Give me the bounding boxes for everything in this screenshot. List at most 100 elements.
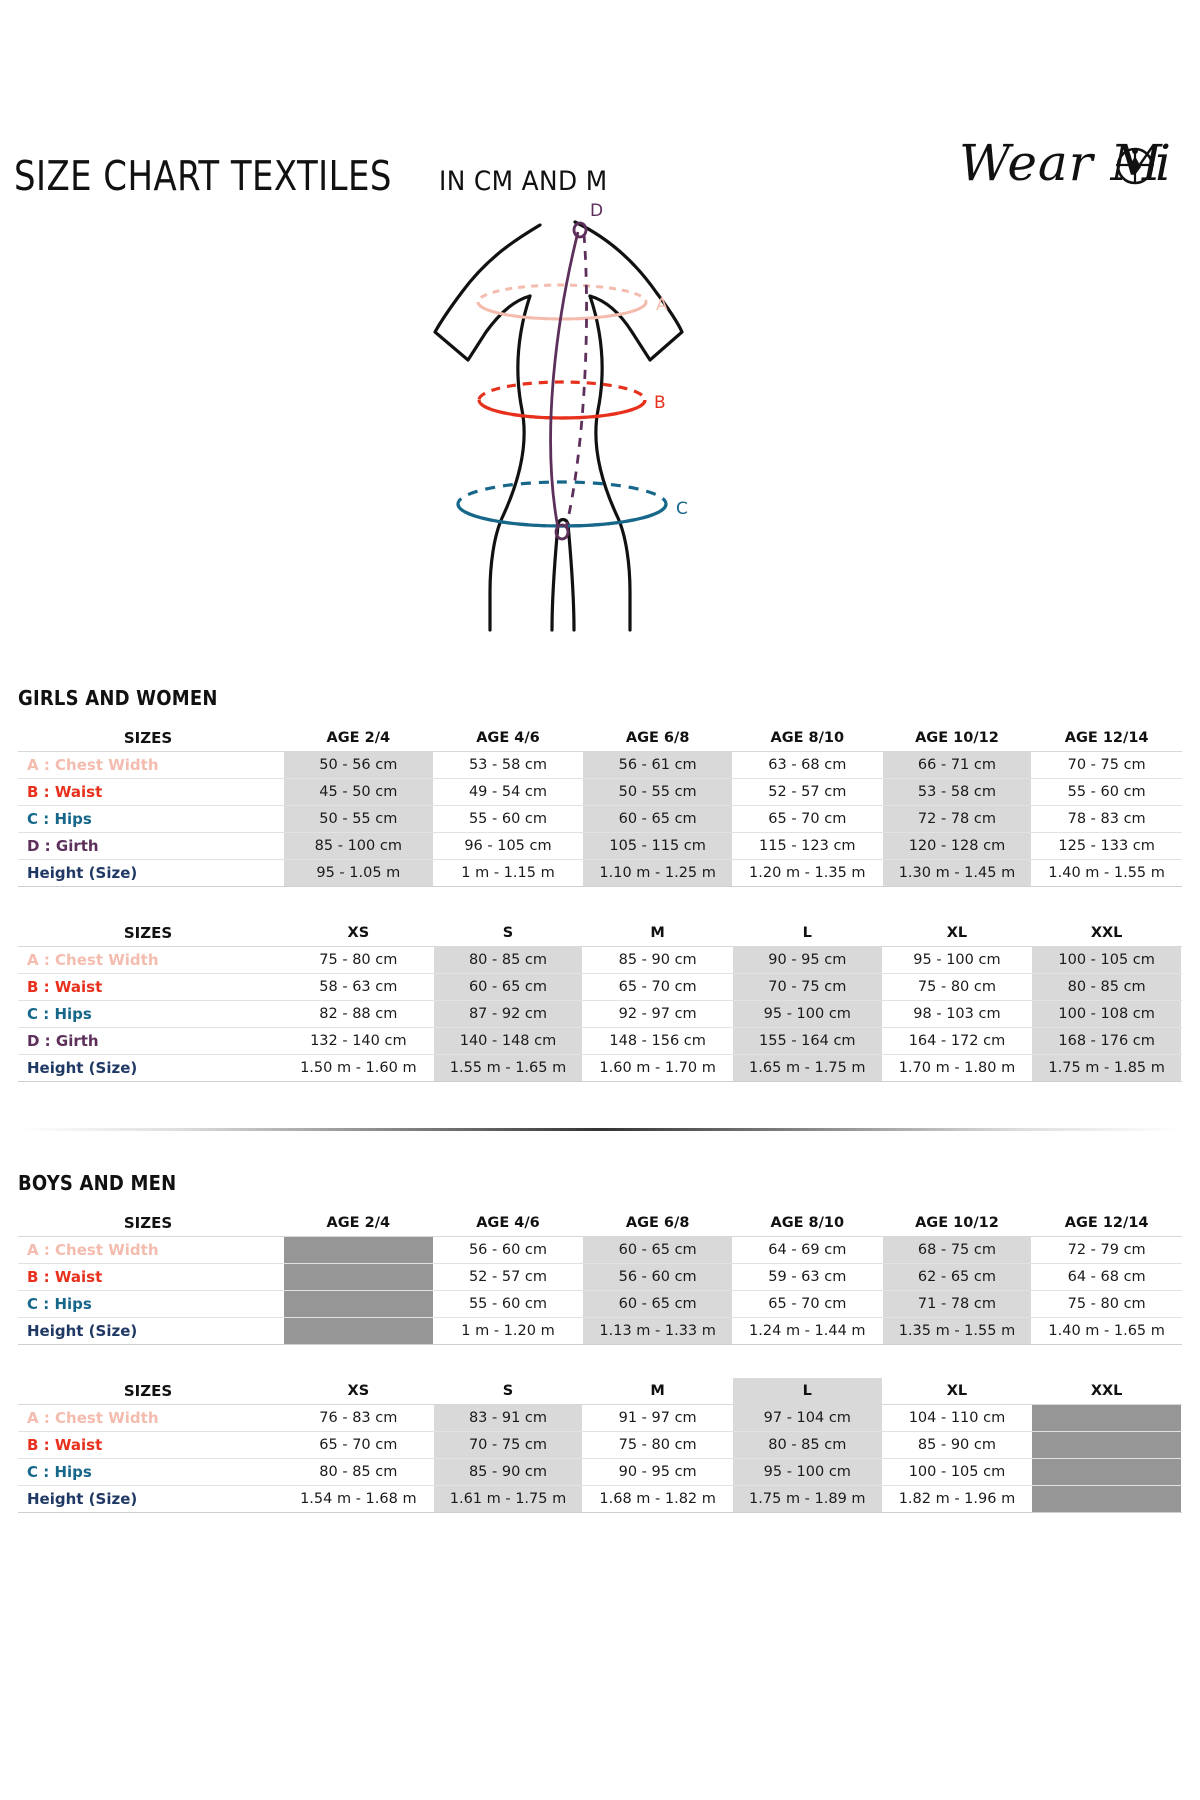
table-cell: 56 - 61 cm <box>582 751 733 779</box>
table-cell: 75 - 80 cm <box>881 973 1033 1001</box>
table-cell: 80 - 85 cm <box>432 946 584 974</box>
row-label: B : Waist <box>18 973 284 1001</box>
table-row: Height (Size) 1.54 m - 1.68 m 1.61 m - 1.7… <box>18 1485 1182 1513</box>
table-cell: 125 - 133 cm <box>1031 832 1182 860</box>
table-cell: 1.54 m - 1.68 m <box>283 1485 434 1513</box>
row-label: C : Hips <box>18 1290 284 1318</box>
table-cell: 104 - 110 cm <box>881 1404 1033 1432</box>
table-row: A : Chest Width 76 - 83 cm 83 - 91 cm 91 - … <box>18 1404 1182 1432</box>
table-cell: 65 - 70 cm <box>731 1290 883 1318</box>
table-cell: 140 - 148 cm <box>432 1027 584 1055</box>
header-size-s: S <box>432 919 584 947</box>
table-cell: 52 - 57 cm <box>432 1263 584 1291</box>
waist-label-b: B <box>654 393 666 413</box>
table-cell: 50 - 56 cm <box>283 751 434 779</box>
row-label: A : Chest Width <box>18 1404 284 1432</box>
table-cell: 95 - 100 cm <box>731 1458 883 1486</box>
table-cell: 105 - 115 cm <box>582 832 733 860</box>
table-cell: 58 - 63 cm <box>283 973 434 1001</box>
table-cell: 1.61 m - 1.75 m <box>432 1485 584 1513</box>
table-cell: 55 - 60 cm <box>432 805 584 833</box>
table-cell: 64 - 69 cm <box>731 1236 883 1264</box>
hips-label-c: C <box>676 499 688 519</box>
table-cell: 70 - 75 cm <box>731 973 883 1001</box>
table-cell: 85 - 90 cm <box>881 1431 1033 1459</box>
header-size-age-2-4: AGE 2/4 <box>283 724 434 752</box>
table-row: B : Waist 52 - 57 cm 56 - 60 cm 59 - 63 cm 6… <box>18 1263 1182 1291</box>
section-divider <box>18 1128 1182 1131</box>
table-cell <box>1031 1404 1182 1432</box>
table-cell: 55 - 60 cm <box>432 1290 584 1318</box>
table-cell: 1.55 m - 1.65 m <box>432 1054 584 1082</box>
table-cell: 76 - 83 cm <box>283 1404 434 1432</box>
boys-age-table: SIZES AGE 2/4 AGE 4/6 AGE 6/8 AGE 8/10 AGE 10… <box>18 1209 1182 1345</box>
table-cell: 1.13 m - 1.33 m <box>582 1317 733 1345</box>
header-size-l: L <box>731 919 883 947</box>
girth-label-d: D <box>590 201 603 221</box>
table-cell: 72 - 79 cm <box>1031 1236 1182 1264</box>
table-row: C : Hips 55 - 60 cm 60 - 65 cm 65 - 70 cm 71… <box>18 1290 1182 1318</box>
table-cell: 1.35 m - 1.55 m <box>881 1317 1033 1345</box>
table-header-row: SIZES XS S M L XL XXL <box>18 1377 1182 1405</box>
row-label: C : Hips <box>18 1000 284 1028</box>
table-row: C : Hips 80 - 85 cm 85 - 90 cm 90 - 95 cm 95… <box>18 1458 1182 1486</box>
header-size-age-2-4: AGE 2/4 <box>283 1209 434 1237</box>
table-cell: 53 - 58 cm <box>432 751 584 779</box>
table-cell: 1.24 m - 1.44 m <box>731 1317 883 1345</box>
table-cell: 50 - 55 cm <box>283 805 434 833</box>
table-cell: 100 - 105 cm <box>1031 946 1182 974</box>
table-cell: 60 - 65 cm <box>582 1290 733 1318</box>
header-size-age-12-14: AGE 12/14 <box>1031 1209 1182 1237</box>
row-label: B : Waist <box>18 1431 284 1459</box>
header-size-age-4-6: AGE 4/6 <box>432 1209 584 1237</box>
table-cell <box>1031 1431 1182 1459</box>
women-size-table: SIZES XS S M L XL XXL A : Chest Width 75 - 80 cm… <box>18 919 1182 1082</box>
table-cell: 1 m - 1.20 m <box>432 1317 584 1345</box>
table-cell: 85 - 90 cm <box>432 1458 584 1486</box>
table-cell: 71 - 78 cm <box>881 1290 1033 1318</box>
table-cell: 155 - 164 cm <box>731 1027 883 1055</box>
header-size-xxl: XXL <box>1031 919 1182 947</box>
row-label: Height (Size) <box>18 1054 284 1082</box>
table-row: A : Chest Width 56 - 60 cm 60 - 65 cm 64 - … <box>18 1236 1182 1264</box>
header-size-s: S <box>432 1377 584 1405</box>
table-cell: 90 - 95 cm <box>582 1458 733 1486</box>
page-header: SIZE CHART TEXTILES IN CM AND M Wear M i <box>14 0 1182 200</box>
table-cell: 65 - 70 cm <box>283 1431 434 1459</box>
table-row: D : Girth 132 - 140 cm 140 - 148 cm 148 - 1… <box>18 1027 1182 1055</box>
table-cell: 85 - 90 cm <box>582 946 733 974</box>
table-cell: 87 - 92 cm <box>432 1000 584 1028</box>
table-cell: 64 - 68 cm <box>1031 1263 1182 1291</box>
table-cell: 1.75 m - 1.89 m <box>731 1485 883 1513</box>
table-cell: 95 - 1.05 m <box>283 859 434 887</box>
table-cell <box>283 1236 434 1264</box>
body-measurement-diagram: A B C D <box>18 192 1182 652</box>
table-cell: 95 - 100 cm <box>731 1000 883 1028</box>
table-cell: 53 - 58 cm <box>881 778 1033 806</box>
table-cell: 1.68 m - 1.82 m <box>582 1485 733 1513</box>
waist-measure-ring <box>477 380 647 420</box>
table-cell: 78 - 83 cm <box>1031 805 1182 833</box>
boys-tables-container: SIZES AGE 2/4 AGE 4/6 AGE 6/8 AGE 8/10 AGE 10… <box>18 1209 1182 1513</box>
table-row: A : Chest Width 50 - 56 cm 53 - 58 cm 56 - … <box>18 751 1182 779</box>
header-size-age-6-8: AGE 6/8 <box>582 1209 733 1237</box>
header-size-age-8-10: AGE 8/10 <box>731 724 883 752</box>
table-row: C : Hips 50 - 55 cm 55 - 60 cm 60 - 65 cm 65… <box>18 805 1182 833</box>
table-cell: 1.65 m - 1.75 m <box>731 1054 883 1082</box>
header-sizes: SIZES <box>18 919 284 947</box>
table-cell: 1 m - 1.15 m <box>432 859 584 887</box>
table-cell: 49 - 54 cm <box>432 778 584 806</box>
table-cell: 90 - 95 cm <box>731 946 883 974</box>
header-size-xxl: XXL <box>1031 1377 1182 1405</box>
table-row: Height (Size) 1.50 m - 1.60 m 1.55 m - 1.6… <box>18 1054 1182 1082</box>
section-girls-and-women: GIRLS AND WOMEN SIZES AGE 2/4 AGE 4/6 AGE 6… <box>18 686 1182 1082</box>
girls-age-table: SIZES AGE 2/4 AGE 4/6 AGE 6/8 AGE 8/10 AGE 10… <box>18 724 1182 887</box>
header-size-l: L <box>731 1377 883 1405</box>
row-label: A : Chest Width <box>18 946 284 974</box>
table-cell: 1.50 m - 1.60 m <box>283 1054 434 1082</box>
row-label: Height (Size) <box>18 859 284 887</box>
header-sizes: SIZES <box>18 724 284 752</box>
row-label: A : Chest Width <box>18 1236 284 1264</box>
table-cell: 70 - 75 cm <box>1031 751 1182 779</box>
